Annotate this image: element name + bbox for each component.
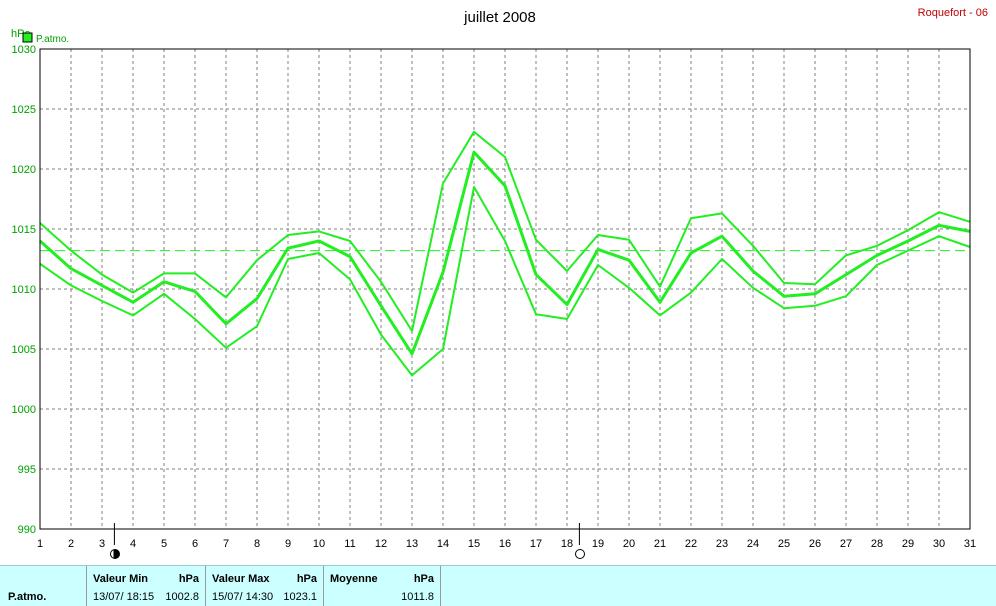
y-axis-ticks: 990 995 1000 1005 1010 1015 1020 1025 1030 — [12, 44, 36, 536]
x-tick-label: 24 — [747, 538, 759, 550]
stats-max-date: 15/07/ 14:30 — [212, 591, 274, 603]
x-tick-label: 11 — [344, 538, 355, 550]
stats-min-value: 1002.8 — [165, 591, 199, 603]
grid — [40, 49, 970, 529]
moon-phase-markers — [113, 523, 580, 545]
stats-min-date: 13/07/ 18:15 — [93, 591, 155, 603]
x-tick-label: 28 — [871, 538, 883, 550]
station-name: Roquefort - 06 — [918, 7, 988, 19]
x-tick-label: 21 — [654, 538, 666, 550]
y-tick-label: 1000 — [12, 404, 36, 416]
x-tick-label: 27 — [840, 538, 852, 550]
x-tick-label: 6 — [192, 538, 198, 550]
stats-min-cell: Valeur Min hPa 13/07/ 18:15 1002.8 — [87, 566, 205, 606]
y-tick-label: 1020 — [12, 164, 36, 176]
x-tick-label: 22 — [685, 538, 697, 550]
legend-label: P.atmo. — [36, 34, 69, 45]
y-tick-label: 1030 — [12, 44, 36, 56]
stats-separator — [86, 566, 87, 606]
series-line-mean — [39, 150, 971, 356]
x-tick-label: 1 — [37, 538, 43, 550]
y-tick-label: 1010 — [12, 284, 36, 296]
x-tick-label: 5 — [161, 538, 167, 550]
x-tick-label: 10 — [313, 538, 325, 550]
y-tick-label: 995 — [18, 464, 36, 476]
stats-separator — [323, 566, 324, 606]
full-moon-icon — [575, 549, 586, 559]
x-tick-label: 2 — [68, 538, 74, 550]
x-tick-label: 25 — [778, 538, 790, 550]
x-tick-label: 8 — [254, 538, 260, 550]
x-tick-label: 29 — [902, 538, 914, 550]
x-tick-label: 17 — [530, 538, 542, 550]
series-lines — [39, 130, 971, 377]
x-tick-label: 15 — [468, 538, 480, 550]
series-line-max — [39, 130, 971, 332]
stats-separator — [205, 566, 206, 606]
y-tick-label: 1005 — [12, 344, 36, 356]
stats-max-header: Valeur Max — [212, 573, 270, 585]
x-tick-label: 31 — [964, 538, 976, 550]
stats-row-label: P.atmo. — [8, 591, 47, 603]
x-tick-label: 7 — [223, 538, 229, 550]
x-axis-ticks: 1 2 3 4 5 6 7 8 9 10 11 12 13 14 15 16 17 18 19 20 21 22 23 24 2… — [37, 538, 976, 550]
x-tick-label: 9 — [285, 538, 291, 550]
y-tick-label: 990 — [18, 524, 36, 536]
stats-avg-header: Moyenne — [330, 573, 378, 585]
stats-min-unit: hPa — [178, 573, 199, 585]
stats-avg-cell: Moyenne hPa 1011.8 — [324, 566, 440, 606]
plot-frame — [39, 48, 971, 530]
new-moon-icon — [110, 549, 121, 559]
stats-min-header: Valeur Min — [93, 573, 149, 585]
x-tick-label: 18 — [561, 538, 573, 550]
x-tick-label: 30 — [933, 538, 945, 550]
x-tick-label: 19 — [592, 538, 604, 550]
x-tick-label: 23 — [716, 538, 728, 550]
stats-max-value: 1023.1 — [283, 591, 317, 603]
x-tick-label: 26 — [809, 538, 821, 550]
stats-max-unit: hPa — [296, 573, 317, 585]
stats-avg-value: 1011.8 — [401, 591, 434, 603]
x-tick-label: 20 — [623, 538, 635, 550]
stats-max-cell: Valeur Max hPa 15/07/ 14:30 1023.1 — [206, 566, 323, 606]
x-tick-label: 4 — [130, 538, 136, 550]
x-tick-label: 12 — [375, 538, 387, 550]
y-tick-label: 1015 — [12, 224, 36, 236]
legend-swatch — [22, 32, 33, 43]
stats-row-label-cell: P.atmo. — [0, 566, 86, 606]
stats-separator — [440, 566, 441, 606]
x-tick-label: 16 — [499, 538, 511, 550]
y-tick-label: 1025 — [12, 104, 36, 116]
x-tick-label: 3 — [99, 538, 105, 550]
x-tick-label: 14 — [437, 538, 449, 550]
series-line-min — [39, 186, 971, 377]
stats-avg-unit: hPa — [413, 573, 434, 585]
x-tick-label: 13 — [406, 538, 418, 550]
stats-panel: P.atmo. Valeur Min hPa 13/07/ 18:15 1002… — [0, 565, 996, 606]
pressure-chart: juillet 2008 Roquefort - 06 hPa P.atmo. … — [11, 7, 988, 550]
chart-title: juillet 2008 — [463, 9, 536, 26]
